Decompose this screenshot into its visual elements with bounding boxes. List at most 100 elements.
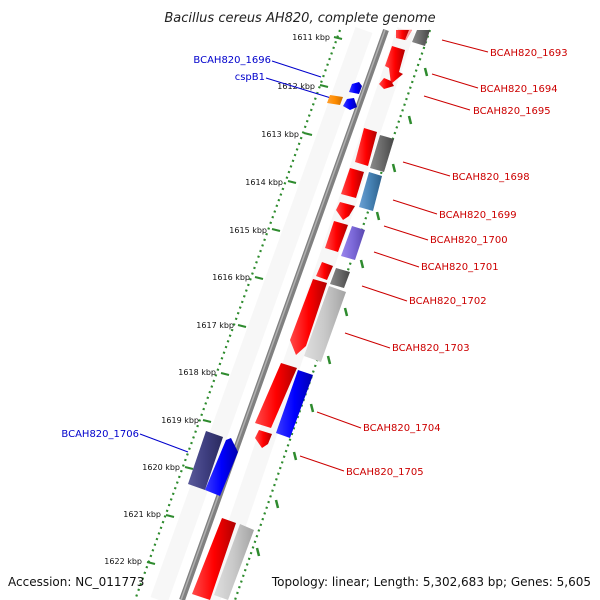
gene-orange-1612[interactable]	[327, 95, 343, 105]
gene-bcah820-1703[interactable]	[304, 286, 346, 362]
right-track-tick-7	[309, 403, 315, 413]
gene-red-1622[interactable]	[192, 518, 236, 600]
gene-bcah820-1705[interactable]	[255, 430, 272, 448]
gene-blue-1620[interactable]	[205, 438, 238, 496]
ruler-tick-10	[165, 514, 175, 518]
gene-bcah820-1700[interactable]	[325, 221, 348, 252]
ruler-label-1615: 1615 kbp	[229, 226, 267, 235]
label-cspb1[interactable]: cspB1	[235, 72, 265, 83]
gene-bcah820-1695[interactable]	[379, 78, 394, 89]
leader-bcah820-1698	[402, 161, 451, 177]
ruler-tick-2	[303, 132, 313, 136]
ruler-label-1622: 1622 kbp	[104, 557, 142, 566]
leader-cspb1	[265, 77, 332, 99]
leader-bcah820-1700	[383, 225, 429, 241]
label-bcah820-1703[interactable]: BCAH820_1703	[392, 343, 470, 354]
ruler-label-1614: 1614 kbp	[245, 178, 283, 187]
gene-features	[188, 29, 430, 600]
right-track-tick-5	[343, 307, 349, 317]
gene-bcah820-1693-b[interactable]	[396, 30, 409, 40]
ruler-label-1620: 1620 kbp	[142, 463, 180, 472]
ruler-ticks	[146, 36, 343, 565]
label-bcah820-1699[interactable]: BCAH820_1699	[439, 210, 517, 221]
gene-red-1618[interactable]	[255, 363, 297, 428]
ruler-label-1618: 1618 kbp	[178, 368, 216, 377]
gene-bcah820-1698[interactable]	[370, 135, 394, 172]
leader-bcah820-1706	[139, 433, 189, 453]
gene-bcah820-1706[interactable]	[188, 431, 223, 490]
label-bcah820-1694[interactable]: BCAH820_1694	[480, 84, 558, 95]
right-track-tick-6	[326, 355, 332, 365]
track-band-left	[150, 26, 373, 600]
ruler-label-1621: 1621 kbp	[123, 510, 161, 519]
label-bcah820-1698[interactable]: BCAH820_1698	[452, 172, 530, 183]
ruler-label-1612: 1612 kbp	[277, 82, 315, 91]
gene-cspb1[interactable]	[343, 98, 357, 110]
ruler-tick-6	[237, 324, 247, 328]
gene-bcah820-1699[interactable]	[359, 172, 382, 211]
label-bcah820-1696[interactable]: BCAH820_1696	[193, 55, 271, 66]
leader-bcah820-1695	[423, 95, 471, 111]
gene-bcah820-1701[interactable]	[341, 226, 365, 260]
gene-bcah820-1704[interactable]	[276, 370, 313, 438]
gene-red-1617[interactable]	[290, 279, 327, 355]
right-track-tick-0	[423, 67, 429, 77]
gene-labels: BCAH820_1696 cspB1 BCAH820_1706 BCAH820_…	[61, 48, 567, 478]
gene-grey-1611[interactable]	[412, 30, 430, 46]
ruler-tick-7	[220, 372, 230, 376]
map-title: Bacillus cereus AH820, complete genome	[164, 11, 435, 26]
ruler-tick-9	[184, 466, 194, 470]
gene-bcah820-1696[interactable]	[349, 82, 362, 94]
label-bcah820-1705[interactable]: BCAH820_1705	[346, 467, 424, 478]
leader-bcah820-1701	[373, 251, 420, 268]
ruler-label-1619: 1619 kbp	[161, 416, 199, 425]
right-track-tick-1	[407, 115, 413, 125]
leader-bcah820-1705	[299, 455, 345, 472]
label-bcah820-1693[interactable]: BCAH820_1693	[490, 48, 568, 59]
label-bcah820-1700[interactable]: BCAH820_1700	[430, 235, 508, 246]
genome-backbone	[179, 28, 389, 600]
leader-bcah820-1699	[392, 199, 438, 215]
ruler-label-1616: 1616 kbp	[212, 273, 250, 282]
ruler-tick-3	[287, 180, 297, 184]
label-bcah820-1695[interactable]: BCAH820_1695	[473, 106, 551, 117]
gene-red-1614-b[interactable]	[336, 202, 355, 220]
label-bcah820-1702[interactable]: BCAH820_1702	[409, 296, 487, 307]
right-track-tick-2	[391, 163, 397, 173]
right-track-tick-10	[255, 547, 261, 557]
gene-grey-1622[interactable]	[214, 524, 254, 600]
gene-bcah820-1694[interactable]	[385, 46, 405, 84]
gene-red-1614[interactable]	[341, 168, 364, 198]
gene-red-1616[interactable]	[316, 262, 333, 280]
right-track-ticks	[255, 67, 429, 557]
right-track-tick-4	[359, 259, 365, 269]
leader-bcah820-1703	[344, 332, 391, 349]
left-dotted-track	[133, 29, 342, 600]
gene-red-1613[interactable]	[355, 128, 377, 166]
leader-bcah820-1696	[271, 60, 322, 78]
right-track-tick-3	[375, 211, 381, 221]
leader-bcah820-1693	[441, 39, 489, 53]
ruler-label-1613: 1613 kbp	[261, 130, 299, 139]
leader-bcah820-1694	[431, 73, 479, 89]
leader-bcah820-1702	[361, 285, 408, 302]
ruler-label-1611: 1611 kbp	[292, 33, 330, 42]
ruler-tick-4	[271, 228, 281, 232]
ruler-labels: 1611 kbp 1612 kbp 1613 kbp 1614 kbp 1615…	[104, 33, 330, 566]
accession-text: Accession: NC_011773	[8, 575, 144, 589]
topology-text: Topology: linear; Length: 5,302,683 bp; …	[271, 575, 591, 589]
label-bcah820-1706[interactable]: BCAH820_1706	[61, 429, 139, 440]
ruler-tick-0	[333, 36, 343, 40]
leader-lines	[139, 39, 489, 472]
genome-backbone-highlight	[180, 29, 386, 600]
ruler-tick-8	[202, 419, 212, 423]
right-track-tick-9	[274, 499, 280, 509]
ruler-tick-5	[254, 276, 264, 280]
label-bcah820-1704[interactable]: BCAH820_1704	[363, 423, 441, 434]
ruler-label-1617: 1617 kbp	[196, 321, 234, 330]
leader-bcah820-1704	[316, 411, 362, 429]
label-bcah820-1701[interactable]: BCAH820_1701	[421, 262, 499, 273]
ruler-tick-11	[146, 561, 156, 565]
gene-bcah820-1702[interactable]	[330, 268, 350, 288]
